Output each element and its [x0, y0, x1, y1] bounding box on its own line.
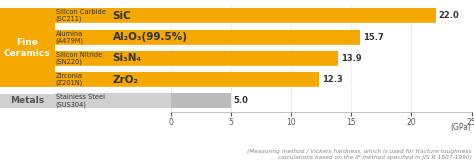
Text: Metals: Metals — [10, 96, 44, 105]
Bar — [171, 30, 360, 45]
Text: Silicon Carbide
(SC211): Silicon Carbide (SC211) — [55, 9, 106, 23]
Text: Al₂O₃(99.5%): Al₂O₃(99.5%) — [112, 32, 188, 42]
Text: Silicon Nitride
(SN220): Silicon Nitride (SN220) — [55, 52, 102, 65]
Bar — [55, 51, 171, 66]
Bar — [55, 93, 171, 108]
Text: (GPa): (GPa) — [451, 123, 472, 132]
Text: SiC: SiC — [112, 11, 131, 21]
Text: 5.0: 5.0 — [234, 96, 249, 105]
Text: Fine
Ceramics: Fine Ceramics — [4, 38, 51, 58]
Bar — [171, 93, 231, 108]
Bar — [0, 93, 55, 108]
Text: Zirconia
(Z201N): Zirconia (Z201N) — [55, 73, 83, 86]
Text: 12.3: 12.3 — [322, 75, 343, 84]
Bar — [171, 51, 338, 66]
Text: Stainless Steel
(SUS304): Stainless Steel (SUS304) — [55, 94, 105, 108]
Text: ZrO₂: ZrO₂ — [112, 75, 138, 85]
Bar — [55, 72, 171, 87]
Text: Si₃N₄: Si₃N₄ — [112, 53, 142, 63]
Text: (Measuring method / Vickers hardness, which is used for fracture toughness
calcu: (Measuring method / Vickers hardness, wh… — [247, 149, 472, 160]
Text: 13.9: 13.9 — [341, 54, 362, 63]
Bar — [55, 8, 171, 23]
Bar — [0, 8, 55, 87]
Bar — [55, 30, 171, 45]
Text: Alumina
(A479M): Alumina (A479M) — [55, 31, 84, 44]
Bar — [171, 72, 319, 87]
Bar — [171, 8, 436, 23]
Text: 15.7: 15.7 — [363, 33, 383, 42]
Text: 22.0: 22.0 — [438, 11, 459, 20]
